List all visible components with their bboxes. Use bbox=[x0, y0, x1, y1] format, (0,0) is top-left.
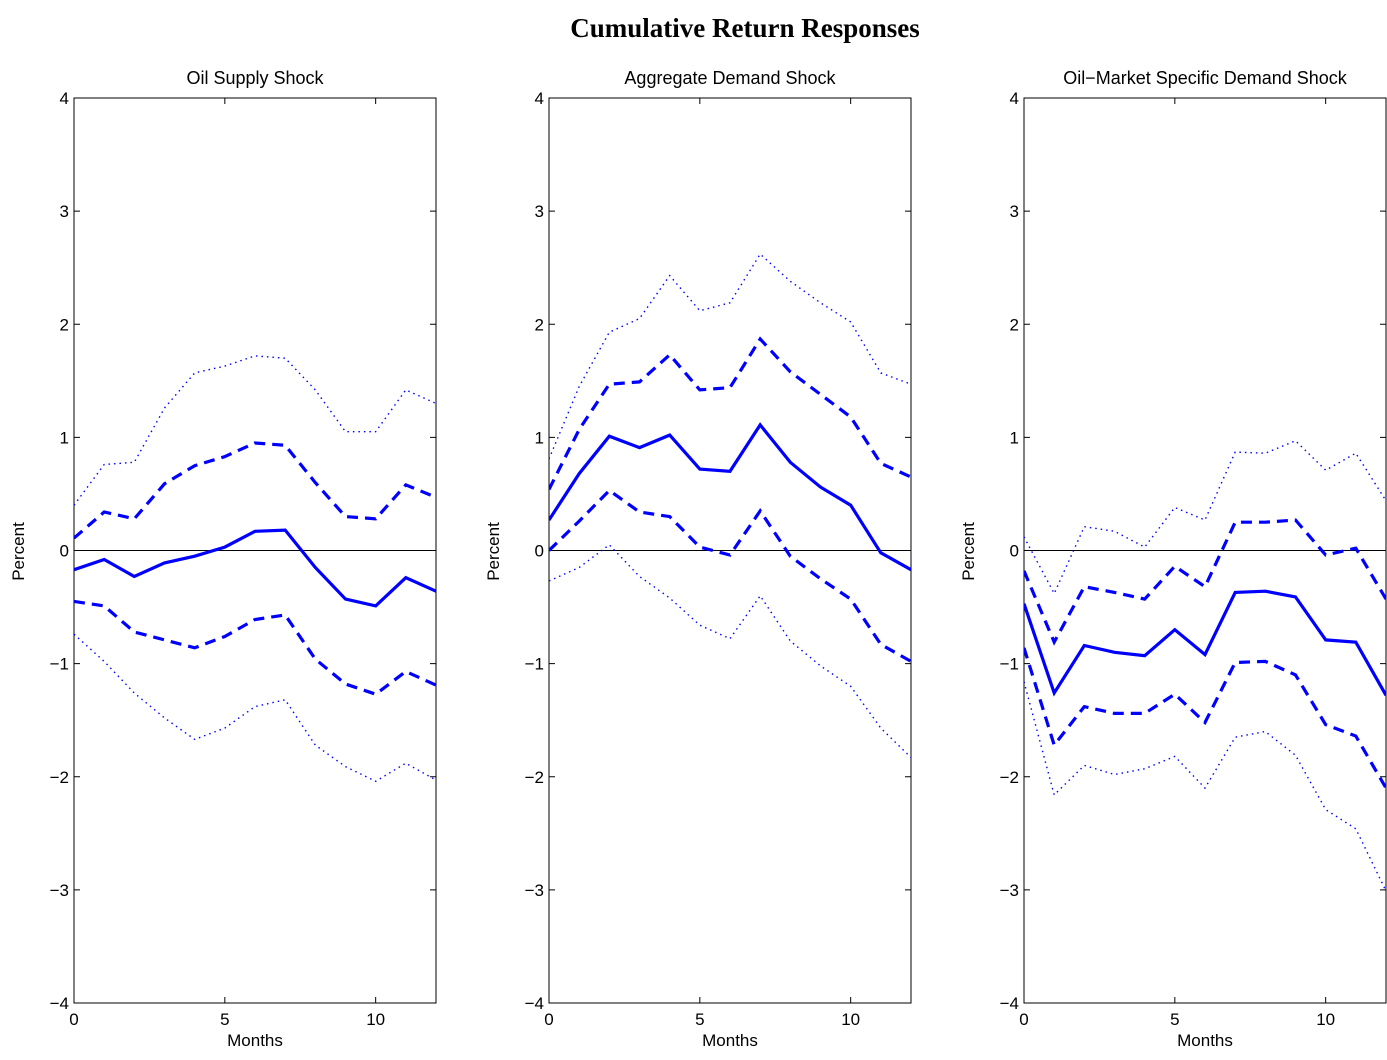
x-tick-label: 5 bbox=[1170, 1010, 1179, 1029]
y-tick-label: −3 bbox=[1000, 881, 1019, 900]
series-group bbox=[549, 253, 911, 759]
panel-aggregate-demand-shock: Aggregate Demand Shock −4 −3 −2 −1 0 1 2 3 4 0 5 10 M… bbox=[484, 68, 912, 1050]
y-tick-label: −1 bbox=[525, 655, 544, 674]
x-tick-label: 10 bbox=[841, 1010, 860, 1029]
y-tick-label: 1 bbox=[60, 428, 69, 447]
series-line-dotted bbox=[1024, 681, 1386, 892]
x-tick-label: 0 bbox=[69, 1010, 78, 1029]
x-tick-label: 0 bbox=[544, 1010, 553, 1029]
y-tick-label: 4 bbox=[60, 89, 69, 108]
series-line-dotted bbox=[549, 253, 911, 460]
series-line-solid bbox=[74, 528, 436, 608]
x-axis-label: Months bbox=[702, 1031, 758, 1050]
series-line-solid bbox=[1024, 589, 1386, 697]
y-tick-label: 1 bbox=[1010, 428, 1019, 447]
y-tick-label: −1 bbox=[50, 655, 69, 674]
y-axis-label: Percent bbox=[484, 522, 503, 581]
x-axis-label: Months bbox=[1177, 1031, 1233, 1050]
y-tick-label: −3 bbox=[525, 881, 544, 900]
y-tick-label: 3 bbox=[60, 202, 69, 221]
y-tick-label: −4 bbox=[50, 994, 69, 1013]
panel-title: Aggregate Demand Shock bbox=[624, 68, 836, 88]
panel-title: Oil Supply Shock bbox=[186, 68, 324, 88]
series-line-dashed bbox=[74, 441, 436, 540]
y-tick-label: −2 bbox=[525, 768, 544, 787]
figure-title: Cumulative Return Responses bbox=[570, 13, 920, 43]
y-tick-label: 2 bbox=[535, 315, 544, 334]
series-line-dashed bbox=[549, 488, 911, 663]
y-tick-label: −4 bbox=[1000, 994, 1019, 1013]
x-tick-label: 0 bbox=[1019, 1010, 1028, 1029]
series-line-solid bbox=[549, 422, 911, 572]
y-tick-label: 2 bbox=[60, 315, 69, 334]
y-tick-label: 2 bbox=[1010, 315, 1019, 334]
y-tick-label: 3 bbox=[1010, 202, 1019, 221]
y-axis-label: Percent bbox=[9, 522, 28, 581]
y-tick-label: 0 bbox=[60, 542, 69, 561]
panel-oil-market-specific-demand-shock: Oil−Market Specific Demand Shock −4 −3 −2 −1… bbox=[959, 68, 1387, 1050]
series-line-dotted bbox=[549, 543, 911, 759]
series-group bbox=[1024, 439, 1386, 892]
series-line-dotted bbox=[1024, 439, 1386, 596]
x-axis-label: Months bbox=[227, 1031, 283, 1050]
y-tick-label: 3 bbox=[535, 202, 544, 221]
series-line-dashed bbox=[549, 336, 911, 491]
series-line-dotted bbox=[74, 633, 436, 783]
y-tick-label: −1 bbox=[1000, 655, 1019, 674]
series-line-dashed bbox=[1024, 647, 1386, 789]
series-line-dashed bbox=[74, 599, 436, 696]
y-tick-label: −2 bbox=[50, 768, 69, 787]
x-tick-label: 5 bbox=[220, 1010, 229, 1029]
series-line-dashed bbox=[1024, 518, 1386, 646]
series-group bbox=[74, 355, 436, 783]
y-tick-label: −2 bbox=[1000, 768, 1019, 787]
y-tick-label: 0 bbox=[535, 542, 544, 561]
y-tick-label: −4 bbox=[525, 994, 544, 1013]
x-tick-label: 10 bbox=[366, 1010, 385, 1029]
y-tick-label: −3 bbox=[50, 881, 69, 900]
y-tick-label: 1 bbox=[535, 428, 544, 447]
y-tick-label: 4 bbox=[1010, 89, 1019, 108]
y-tick-label: 0 bbox=[1010, 542, 1019, 561]
y-tick-label: 4 bbox=[535, 89, 544, 108]
panel-oil-supply-shock: Oil Supply Shock −4 −3 −2 −1 0 1 2 3 4 0 5 10 Months P… bbox=[9, 68, 437, 1050]
x-tick-label: 10 bbox=[1316, 1010, 1335, 1029]
x-tick-label: 5 bbox=[695, 1010, 704, 1029]
series-line-dotted bbox=[74, 355, 436, 506]
panel-title: Oil−Market Specific Demand Shock bbox=[1063, 68, 1348, 88]
y-axis-label: Percent bbox=[959, 522, 978, 581]
